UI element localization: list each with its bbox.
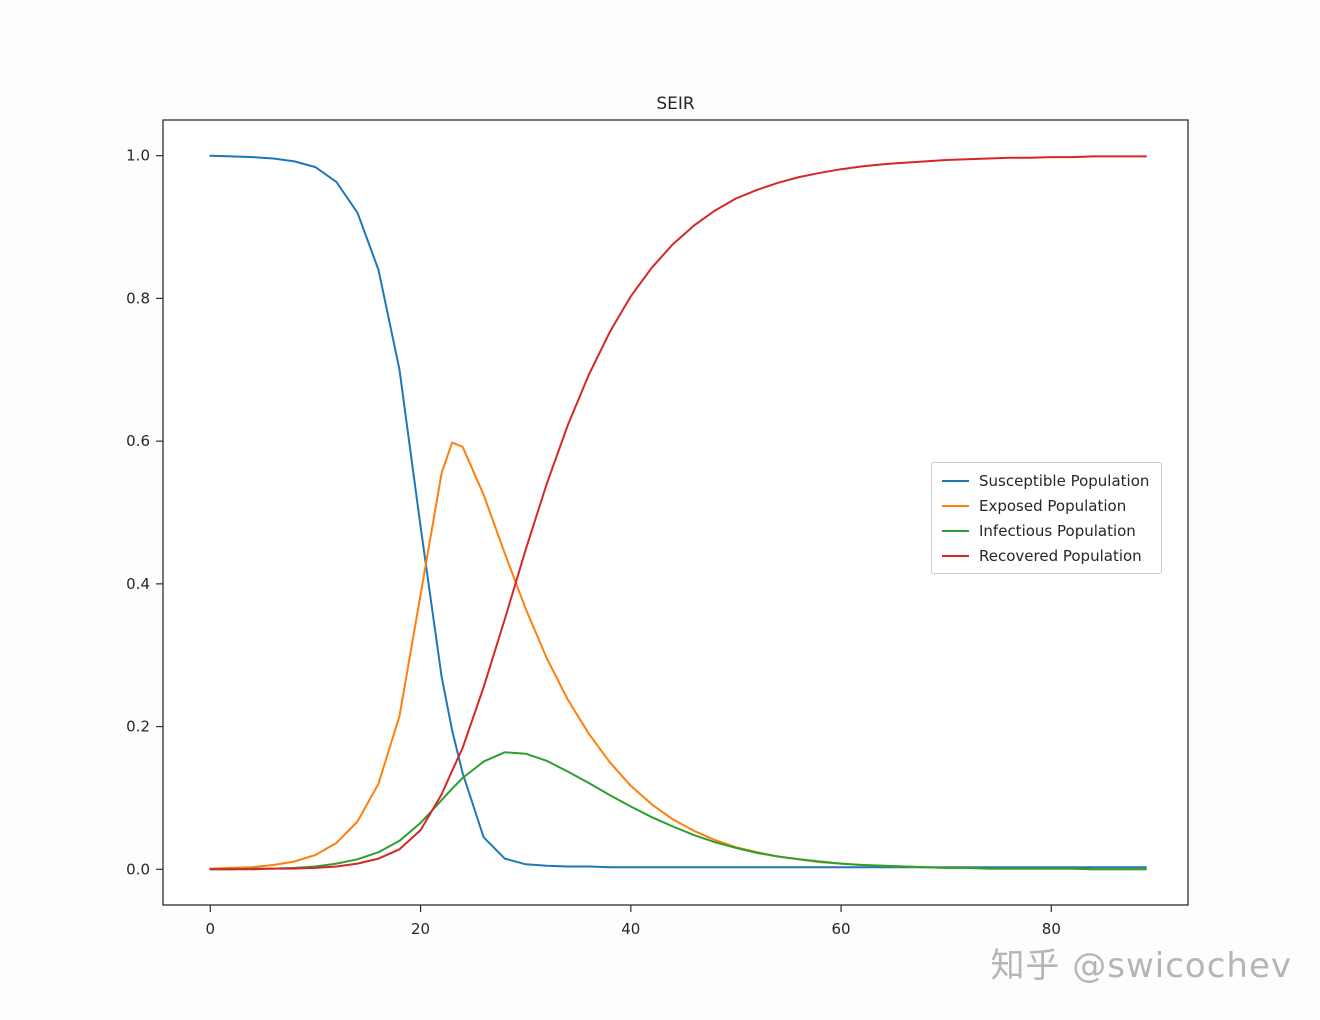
series-line-infectious: [209, 751, 1147, 871]
y-tick-label: 1.0: [126, 147, 150, 165]
y-tick-label: 0.2: [126, 718, 150, 736]
watermark: 知乎 @swicochev: [990, 946, 1292, 986]
recovered-line-swatch: [942, 554, 969, 557]
legend-item-infectious: Infectious Population: [942, 521, 1149, 540]
legend-label-infectious: Infectious Population: [979, 521, 1136, 540]
legend-label-recovered: Recovered Population: [979, 546, 1142, 565]
legend-item-susceptible: Susceptible Population: [942, 471, 1149, 490]
susceptible-line-swatch: [942, 479, 969, 482]
series-line-recovered: [209, 155, 1147, 871]
y-tick-label: 0.0: [126, 860, 150, 878]
x-tick-label: 0: [206, 920, 216, 938]
x-tick-label: 40: [621, 920, 640, 938]
x-tick-label: 60: [832, 920, 851, 938]
y-tick-label: 0.6: [126, 432, 150, 450]
legend-label-susceptible: Susceptible Population: [979, 471, 1150, 490]
x-tick-label: 20: [411, 920, 430, 938]
series-line-susceptible: [209, 154, 1147, 869]
chart-title: SEIR: [656, 94, 695, 114]
x-tick-label: 80: [1042, 920, 1061, 938]
exposed-line-swatch: [942, 504, 969, 507]
infectious-line-swatch: [942, 529, 969, 532]
legend: Susceptible Population Exposed Populatio…: [931, 462, 1163, 574]
legend-item-exposed: Exposed Population: [942, 496, 1149, 515]
y-tick-label: 0.8: [126, 289, 150, 307]
y-tick-label: 0.4: [126, 575, 150, 593]
legend-label-exposed: Exposed Population: [979, 496, 1127, 515]
legend-item-recovered: Recovered Population: [942, 546, 1149, 565]
